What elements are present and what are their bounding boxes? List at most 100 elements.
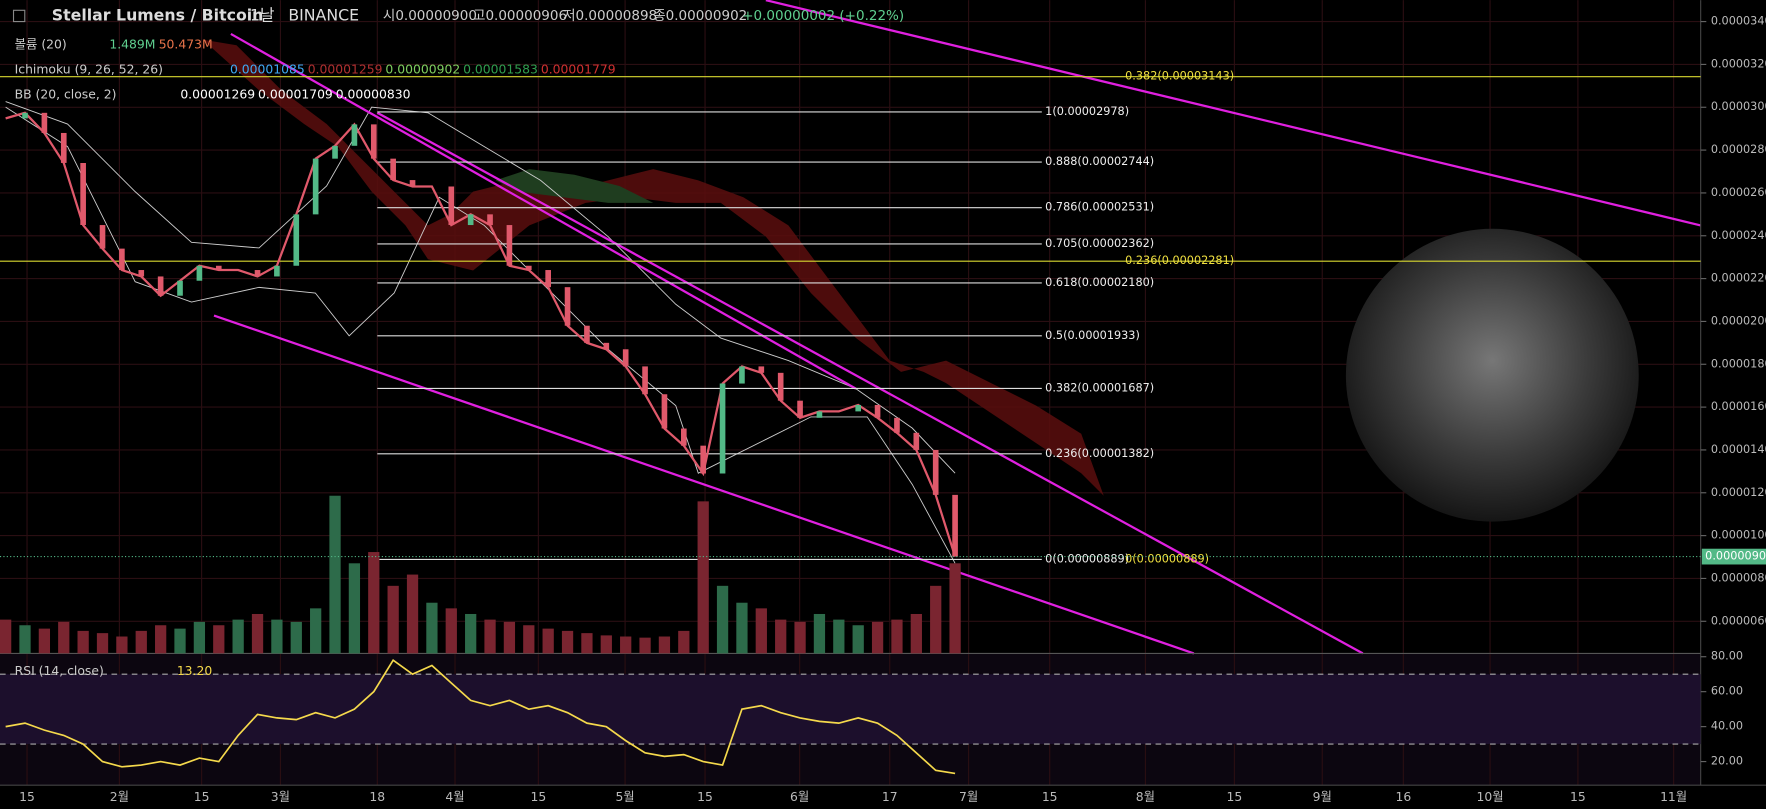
volume-bar [96,633,109,654]
rsi-name[interactable]: RSI (14, close) [15,664,104,678]
fib-label: 0.5(0.00001933) [1045,329,1140,342]
y-tick-label: 0.00000600 [1711,614,1766,627]
fib-label: 0.618(0.00002180) [1045,276,1154,289]
rsi-tick-label: 60.00 [1711,685,1743,698]
last-price-label: 0.00000902 [1705,550,1766,563]
y-tick-label: 0.00002200 [1711,272,1766,285]
indicator-value: 0.00000830 [336,87,411,101]
volume-bar [155,625,167,654]
x-tick-label: 17 [882,790,898,804]
x-tick-label: 15 [1042,790,1058,804]
volume-bar [600,635,612,654]
indicator-value: 0.00001709 [258,87,333,101]
volume-bar [639,637,651,654]
fib-label: 0.382(0.00003143) [1125,70,1234,83]
rsi-line [5,659,956,775]
volume-bar [213,625,225,654]
y-tick-label: 0.00001200 [1711,486,1766,499]
volume-bar [387,585,399,654]
indicator-name[interactable]: Ichimoku (9, 26, 52, 26) [15,62,163,76]
volume-bar [949,563,961,654]
fib-label: 0(0.00000889) [1045,552,1129,565]
photo [1345,228,1639,522]
y-tick-label: 0.00003400 [1711,15,1766,28]
indicator-value: 0.00001779 [541,62,616,76]
rsi-tick-label: 80.00 [1711,650,1743,663]
x-tick-label: 5월 [615,790,634,804]
y-tick-label: 0.00001800 [1711,357,1766,370]
volume-bar [813,613,826,654]
volume-bar [581,633,593,654]
change: +0.00000002 (+0.22%) [742,8,904,24]
volume-bar [445,608,457,654]
volume-bar [736,602,748,654]
ohlc-value: 고0.00000906 [473,8,567,24]
rsi-band [0,674,1701,745]
volume-bar [542,628,554,654]
volume-bar [465,613,477,654]
volume-bar [251,613,264,654]
indicator-value: 0.00000902 [385,62,460,76]
indicator-value: 0.00001269 [180,87,255,101]
fib-label: 0.236(0.00002281) [1125,254,1234,267]
fib-label: 0.786(0.00002531) [1045,201,1154,214]
ohlc-value: 저0.00000898 [563,8,657,24]
volume-bar [716,585,729,654]
x-tick-label: 7월 [959,790,978,804]
volume-bar [697,501,709,654]
x-tick-label: 15 [1227,790,1243,804]
rsi-last: 13.20 [177,664,213,678]
fib-label: 0.382(0.00001687) [1045,381,1154,394]
volume-bar [910,613,922,654]
collapse-icon[interactable] [12,9,26,23]
volume-bar [620,636,632,654]
volume-bar [38,628,51,654]
ohlc-value: 시0.00000900 [383,8,477,24]
y-tick-label: 0.00003200 [1711,57,1766,70]
y-tick-label: 0.00000800 [1711,571,1766,584]
x-tick-label: 11월 [1660,790,1687,804]
volume-bar [891,619,903,654]
x-tick-label: 10월 [1476,790,1503,804]
rsi-tick-label: 20.00 [1711,755,1743,768]
fib-label: 0.888(0.00002744) [1045,155,1154,168]
volume-bar [19,625,31,654]
x-tick-label: 15 [194,790,210,804]
bb-lower [5,106,956,564]
indicator-legend: 볼륨 (20) 1.489M 50.473M Ichimoku (9, 26, 52,… [15,38,616,102]
x-tick-label: 9월 [1313,790,1332,804]
volume-bar [852,625,864,654]
volume-bar [310,608,322,654]
x-tick-label: 18 [369,790,385,804]
indicator-name[interactable]: 볼륨 (20) [15,38,67,52]
interval[interactable]: 1날 [250,5,275,24]
volume-bar [368,552,380,654]
volume-bar [271,619,283,654]
y-tick-label: 0.00002000 [1711,314,1766,327]
indicator-value: 50.473M [159,38,213,52]
volume-bar [174,628,186,654]
x-tick-label: 6월 [790,790,809,804]
ohlc: 시0.00000900고0.00000906저0.00000898종0.0000… [383,8,747,24]
volume-bar [775,619,787,654]
volume-bar [348,563,361,654]
indicator-name[interactable]: BB (20, close, 2) [15,87,117,101]
ichimoku-cloud-green [495,169,654,203]
y-tick-label: 0.00003000 [1711,100,1766,113]
rsi-tick-label: 40.00 [1711,720,1743,733]
price-line [5,111,957,557]
indicator-value: 0.00001259 [308,62,383,76]
volume-bar [794,621,806,654]
symbol: Stellar Lumens / Bitcoin [52,5,264,24]
x-tick-label: 3월 [271,790,290,804]
exchange: BINANCE [288,5,359,24]
volume-bar [135,630,147,654]
x-tick-label: 15 [1570,790,1586,804]
fib-label: 0.236(0.00001382) [1045,447,1154,460]
trend-line [376,111,1364,655]
volume-bar [658,636,671,654]
trend-line [765,0,1701,227]
volume-bar [77,630,89,654]
bb-upper [5,101,956,474]
main-layer: 0.00003400 0.00003200 0.00003000 0.00002800… [0,15,1766,804]
